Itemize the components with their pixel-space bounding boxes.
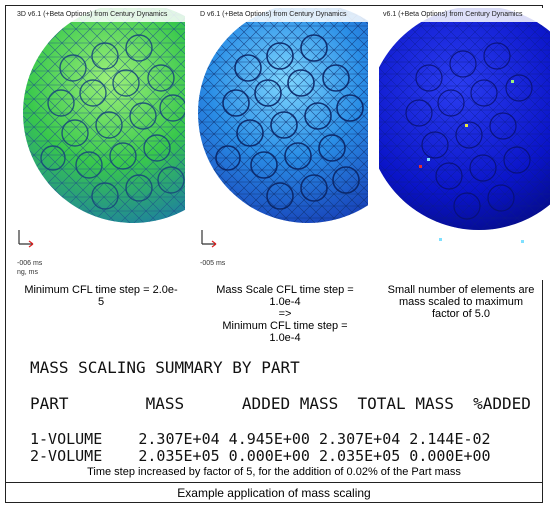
sphere-mesh-dark-blue bbox=[379, 8, 550, 243]
panel-description: Minimum CFL time step = 2.0e- 5 bbox=[24, 284, 178, 308]
sphere-mesh-blue bbox=[198, 8, 368, 248]
summary-row: 2-VOLUME 2.035E+05 0.000E+00 2.035E+05 0… bbox=[30, 447, 491, 465]
sphere-panel-dark-blue: v6.1 (+Beta Options) from Century Dynami… bbox=[379, 8, 550, 280]
sphere-panel-green: 3D v6.1 (+Beta Options) from Century Dyn… bbox=[13, 8, 185, 280]
summary-note: Time step increased by factor of 5, for … bbox=[87, 466, 461, 478]
time-label: -006 ms bbox=[17, 260, 43, 267]
sphere-panel-blue: D v6.1 (+Beta Options) from Century Dyna… bbox=[196, 8, 368, 280]
panel-title: v6.1 (+Beta Options) from Century Dynami… bbox=[379, 8, 550, 22]
panel-title: D v6.1 (+Beta Options) from Century Dyna… bbox=[196, 8, 368, 22]
scaled-element-markers bbox=[419, 80, 524, 243]
summary-heading: MASS SCALING SUMMARY BY PART bbox=[30, 358, 300, 377]
summary-column-headers: PART MASS ADDED MASS TOTAL MASS %ADDED bbox=[30, 394, 531, 413]
sphere-mesh-green bbox=[18, 8, 185, 248]
time-label: -005 ms bbox=[200, 260, 226, 267]
panel-description: Small number of elements are mass scaled… bbox=[387, 284, 535, 320]
time-units-label: ng, ms bbox=[17, 269, 39, 276]
summary-row: 1-VOLUME 2.307E+04 4.945E+00 2.307E+04 2… bbox=[30, 430, 491, 448]
panel-description: Mass Scale CFL time step = 1.0e-4 => Min… bbox=[216, 284, 354, 344]
figure-caption: Example application of mass scaling bbox=[5, 482, 543, 503]
panel-title: 3D v6.1 (+Beta Options) from Century Dyn… bbox=[13, 8, 185, 22]
